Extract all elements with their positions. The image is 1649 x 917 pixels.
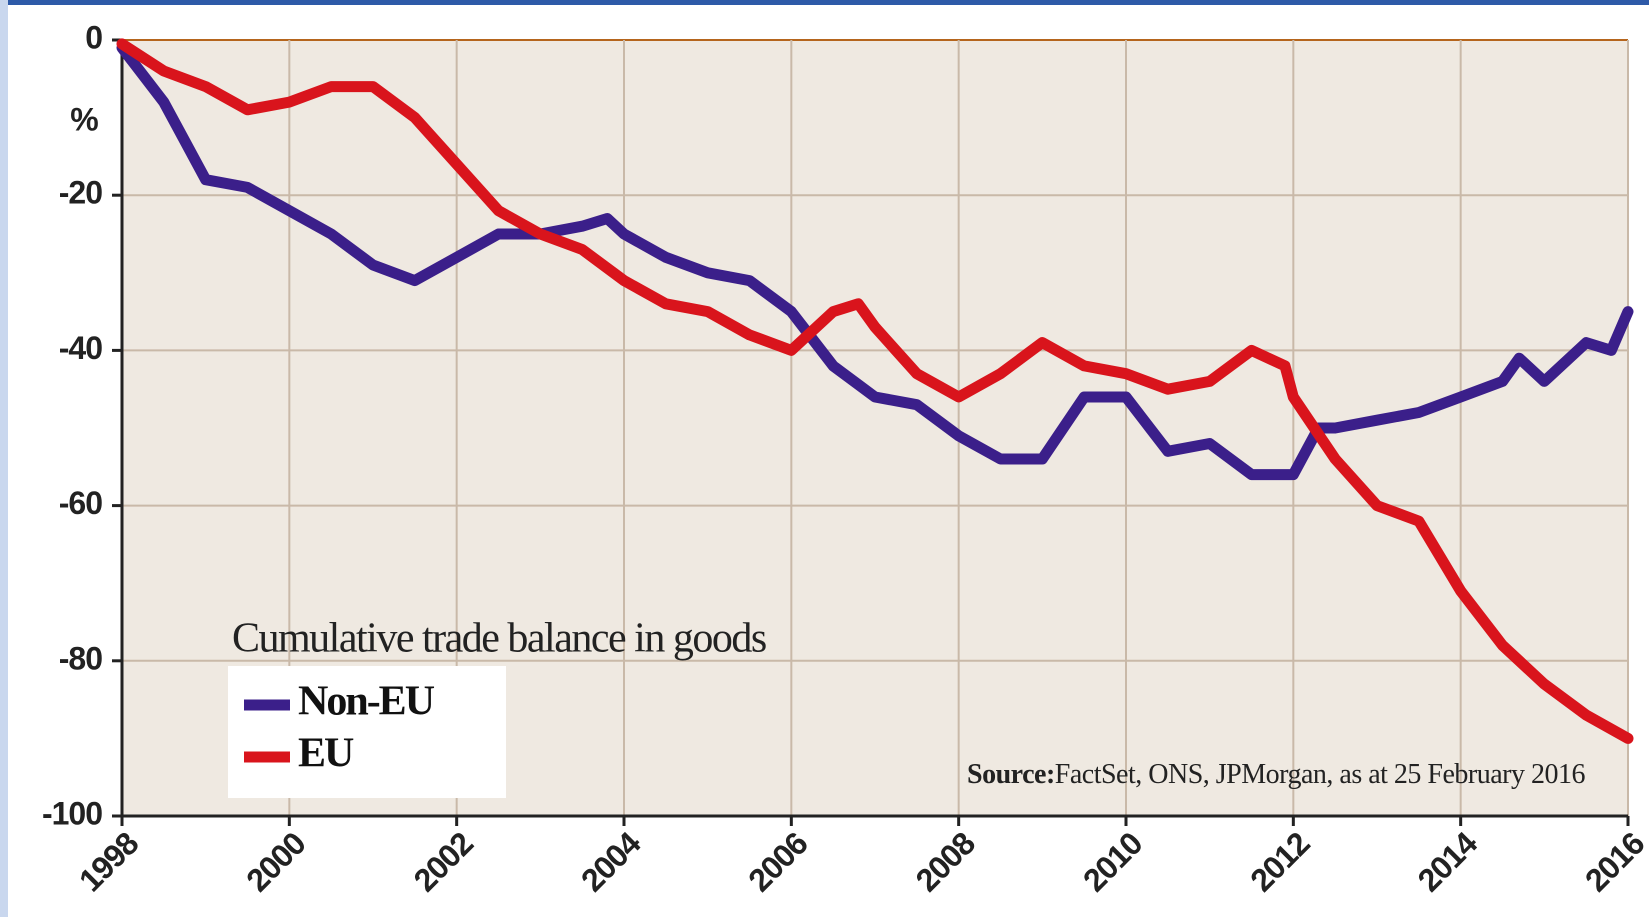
y-tick-label: 0 bbox=[85, 19, 102, 55]
legend-label: EU bbox=[298, 731, 354, 777]
top-border bbox=[0, 0, 1649, 5]
series-line bbox=[116, 42, 1634, 481]
y-tick-label: -20 bbox=[59, 175, 102, 211]
source-text: FactSet, ONS, JPMorgan, as at 25 Februar… bbox=[1055, 759, 1586, 790]
legend-label: Non-EU bbox=[298, 679, 435, 725]
y-tick-label: -60 bbox=[59, 485, 102, 521]
y-tick-label: -80 bbox=[59, 640, 102, 676]
series-line bbox=[116, 38, 1634, 744]
y-tick-label: -40 bbox=[59, 330, 102, 366]
legend-title: Cumulative trade balance in goods bbox=[232, 616, 766, 662]
left-strip bbox=[0, 0, 8, 917]
y-tick-label: -100 bbox=[42, 795, 102, 831]
legend-box bbox=[228, 666, 506, 798]
y-axis-label: % bbox=[70, 101, 98, 137]
source-label: Source: bbox=[967, 759, 1055, 790]
source: Source:FactSet, ONS, JPMorgan, as at 25 … bbox=[967, 759, 1585, 790]
